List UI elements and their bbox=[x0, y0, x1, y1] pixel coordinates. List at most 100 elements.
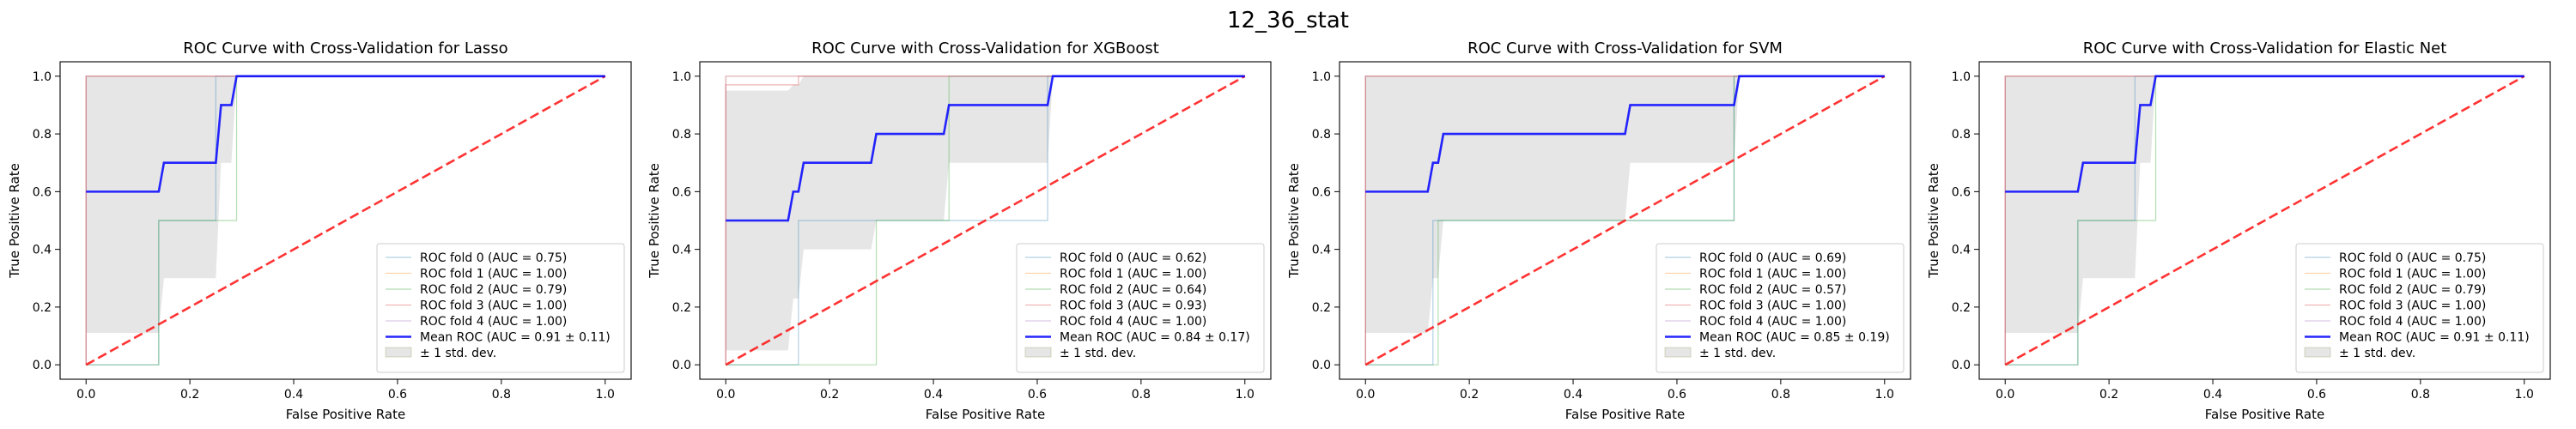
legend: ROC fold 0 (AUC = 0.69) ROC fold 1 (AUC =… bbox=[1656, 243, 1905, 373]
legend-fold-1-label: ROC fold 1 (AUC = 1.00) bbox=[420, 268, 567, 281]
legend-fold-3-label: ROC fold 3 (AUC = 1.00) bbox=[420, 299, 567, 313]
y-tick-label: 0.8 bbox=[1312, 128, 1331, 142]
y-tick-label: 0.4 bbox=[672, 244, 691, 257]
legend: ROC fold 0 (AUC = 0.75) ROC fold 1 (AUC =… bbox=[2295, 243, 2544, 373]
panel-title: ROC Curve with Cross-Validation for XGBo… bbox=[811, 39, 1159, 57]
y-tick-label: 0.2 bbox=[33, 301, 52, 315]
roc-fold-3-line bbox=[725, 76, 1245, 366]
x-tick-label: 0.2 bbox=[180, 388, 199, 402]
x-tick-label: 1.0 bbox=[1236, 388, 1255, 402]
y-tick-label: 0.8 bbox=[33, 128, 52, 142]
y-axis-label: True Positive Rate bbox=[1926, 163, 1941, 279]
axes-frame bbox=[1339, 61, 1911, 380]
legend-fold-2-label: ROC fold 2 (AUC = 0.57) bbox=[1699, 283, 1846, 297]
y-tick-label: 1.0 bbox=[672, 70, 691, 84]
legend-fold-0-label: ROC fold 0 (AUC = 0.75) bbox=[420, 251, 567, 265]
y-tick-label: 1.0 bbox=[1312, 70, 1331, 84]
legend-fold-4-label: ROC fold 4 (AUC = 1.00) bbox=[420, 315, 567, 329]
mean-roc-line bbox=[726, 75, 1245, 222]
legend-frame bbox=[376, 243, 625, 373]
legend-band-swatch bbox=[2304, 347, 2331, 358]
y-tick-label: 0.0 bbox=[1952, 359, 1971, 372]
x-tick-label: 0.2 bbox=[820, 388, 839, 402]
mean-roc-line bbox=[86, 75, 605, 193]
legend-fold-0-label: ROC fold 0 (AUC = 0.75) bbox=[2339, 251, 2486, 265]
legend-frame bbox=[2295, 243, 2544, 373]
chance-line bbox=[725, 75, 1246, 366]
legend-frame bbox=[1016, 243, 1265, 373]
legend-fold-2-label: ROC fold 2 (AUC = 0.64) bbox=[1060, 283, 1206, 297]
x-tick-label: 0.8 bbox=[2411, 388, 2430, 402]
legend-fold-3-label: ROC fold 3 (AUC = 1.00) bbox=[2339, 299, 2486, 313]
legend-band-label: ± 1 std. dev. bbox=[1699, 347, 1776, 360]
x-tick-label: 0.6 bbox=[1668, 388, 1686, 402]
roc-panel-2: ROC Curve with Cross-Validation for SVM 0… bbox=[1286, 39, 1911, 422]
std-dev-band bbox=[726, 76, 1245, 351]
x-tick-label: 0.4 bbox=[284, 388, 303, 402]
x-tick-label: 0.6 bbox=[2307, 388, 2326, 402]
std-dev-band bbox=[1365, 76, 1885, 334]
y-tick-label: 0.6 bbox=[672, 185, 691, 199]
legend-fold-2-label: ROC fold 2 (AUC = 0.79) bbox=[2339, 283, 2486, 297]
legend-fold-0-label: ROC fold 0 (AUC = 0.69) bbox=[1699, 251, 1846, 265]
x-tick-label: 0.0 bbox=[76, 388, 95, 402]
legend-fold-4-label: ROC fold 4 (AUC = 1.00) bbox=[1699, 315, 1846, 329]
legend-fold-3-label: ROC fold 3 (AUC = 1.00) bbox=[1699, 299, 1846, 313]
roc-fold-2-line bbox=[726, 76, 1245, 366]
x-axis-label: False Positive Rate bbox=[2205, 407, 2324, 422]
roc-fold-4-line bbox=[1364, 76, 1885, 366]
legend-mean-label: Mean ROC (AUC = 0.85 ± 0.19) bbox=[1699, 331, 1890, 345]
legend-mean-label: Mean ROC (AUC = 0.91 ± 0.11) bbox=[2339, 331, 2530, 345]
y-tick-label: 0.6 bbox=[1312, 185, 1331, 199]
y-tick-label: 0.4 bbox=[33, 244, 52, 257]
legend-fold-3-label: ROC fold 3 (AUC = 0.93) bbox=[1060, 299, 1206, 313]
y-axis-label: True Positive Rate bbox=[1286, 163, 1302, 279]
x-tick-label: 0.6 bbox=[1028, 388, 1047, 402]
x-tick-label: 0.2 bbox=[1460, 388, 1479, 402]
x-axis-label: False Positive Rate bbox=[926, 407, 1045, 422]
axes-frame bbox=[59, 61, 632, 380]
y-tick-label: 0.2 bbox=[672, 301, 691, 315]
roc-panel-0: ROC Curve with Cross-Validation for Lass… bbox=[7, 39, 632, 422]
chance-line bbox=[85, 75, 606, 366]
x-tick-label: 0.6 bbox=[388, 388, 407, 402]
x-tick-label: 0.8 bbox=[492, 388, 511, 402]
legend-band-label: ± 1 std. dev. bbox=[420, 347, 496, 360]
figure-title: 12_36_stat bbox=[1227, 8, 1349, 33]
std-dev-band bbox=[86, 76, 605, 334]
y-tick-label: 0.6 bbox=[1952, 185, 1971, 199]
roc-fold-1-line bbox=[1364, 76, 1885, 366]
x-tick-label: 1.0 bbox=[1875, 388, 1894, 402]
panel-title: ROC Curve with Cross-Validation for SVM bbox=[1467, 39, 1783, 57]
legend-mean-label: Mean ROC (AUC = 0.84 ± 0.17) bbox=[1060, 331, 1250, 345]
axes-frame bbox=[699, 61, 1272, 380]
legend-band-swatch bbox=[1024, 347, 1052, 358]
x-tick-label: 0.4 bbox=[1564, 388, 1583, 402]
y-tick-label: 0.2 bbox=[1952, 301, 1971, 315]
legend-frame bbox=[1656, 243, 1905, 373]
legend-fold-2-label: ROC fold 2 (AUC = 0.79) bbox=[420, 283, 567, 297]
legend-fold-4-label: ROC fold 4 (AUC = 1.00) bbox=[1060, 315, 1206, 329]
legend: ROC fold 0 (AUC = 0.75) ROC fold 1 (AUC =… bbox=[376, 243, 625, 373]
axes-frame bbox=[1978, 61, 2551, 380]
roc-panel-3: ROC Curve with Cross-Validation for Elas… bbox=[1926, 39, 2551, 422]
mean-roc-line bbox=[1365, 75, 1885, 193]
y-tick-label: 0.6 bbox=[33, 185, 52, 199]
legend-band-label: ± 1 std. dev. bbox=[1060, 347, 1136, 360]
x-tick-label: 0.0 bbox=[1356, 388, 1375, 402]
x-tick-label: 0.2 bbox=[2099, 388, 2118, 402]
x-tick-label: 0.4 bbox=[2203, 388, 2222, 402]
y-tick-label: 1.0 bbox=[33, 70, 52, 84]
x-tick-label: 0.0 bbox=[1996, 388, 2014, 402]
y-tick-label: 0.0 bbox=[33, 359, 52, 372]
panel-title: ROC Curve with Cross-Validation for Lass… bbox=[183, 39, 507, 57]
x-axis-label: False Positive Rate bbox=[286, 407, 405, 422]
legend-band-swatch bbox=[1664, 347, 1692, 358]
panel-title: ROC Curve with Cross-Validation for Elas… bbox=[2083, 39, 2447, 57]
chance-line bbox=[1364, 75, 1886, 366]
x-tick-label: 0.8 bbox=[1771, 388, 1790, 402]
legend-band-swatch bbox=[385, 347, 412, 358]
x-tick-label: 1.0 bbox=[2515, 388, 2534, 402]
y-tick-label: 0.2 bbox=[1312, 301, 1331, 315]
